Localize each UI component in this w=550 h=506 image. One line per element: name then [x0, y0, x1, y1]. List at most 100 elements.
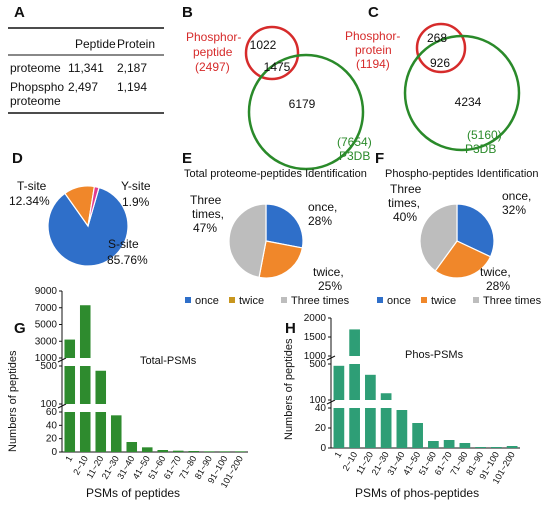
y-tick-label: 5000 — [35, 320, 58, 331]
pie-e — [228, 203, 304, 279]
bar-1 — [64, 412, 76, 452]
bar-chart-h: 0204010050010001500200012~1011~2021~3031… — [304, 313, 520, 486]
pie-e-label: 47% — [193, 221, 217, 235]
y-tick-label: 60 — [46, 407, 58, 418]
table-row-label: proteome — [10, 61, 61, 75]
pie-e-label: once, — [308, 200, 337, 214]
axis-break-mark — [57, 403, 67, 409]
pie-slice-y-site — [87, 185, 100, 227]
venn-c-left-only: 268 — [427, 31, 447, 45]
panel-label-b: B — [182, 4, 193, 21]
legend-label: Three times — [291, 295, 350, 307]
bar-31-40 — [396, 410, 408, 448]
bar-h-ylabel: Numbers of peptides — [283, 338, 295, 440]
table-header-peptide: Peptide — [75, 37, 116, 51]
bar-2-10 — [349, 364, 360, 400]
venn-c-left-circle — [415, 22, 467, 74]
pie-slice-twice — [434, 240, 492, 279]
venn-b-right-only: 6179 — [289, 97, 316, 111]
legend-swatch — [473, 297, 479, 303]
venn-b-left-only: 1022 — [250, 38, 277, 52]
y-tick-label: 7000 — [35, 303, 58, 314]
bar-91-100 — [491, 447, 502, 448]
venn-c-left-label: protein — [355, 43, 392, 57]
venn-b-right-count: (7654) — [337, 135, 372, 149]
bar-21-30 — [380, 393, 392, 400]
legend-swatch — [185, 297, 191, 303]
bar-11-20 — [365, 408, 376, 448]
bar-1 — [64, 366, 76, 404]
venn-c-right-label: P3DB — [465, 142, 496, 156]
pie-f-legend: once twice Three times — [377, 295, 542, 307]
axis-break-mark — [57, 357, 67, 363]
bar-h-xlabel: PSMs of phos-peptides — [355, 486, 479, 500]
y-tick-label: 20 — [315, 423, 327, 434]
panel-label-a: A — [14, 4, 25, 21]
venn-b-left-label: peptide — [193, 45, 233, 59]
bar-1 — [64, 339, 76, 358]
y-tick-label: 9000 — [35, 286, 58, 297]
venn-c-overlap: 926 — [430, 56, 450, 70]
pie-f — [419, 203, 495, 279]
pie-e-legend: once twice Three times — [185, 295, 350, 307]
bar-2-10 — [79, 305, 91, 358]
bar-61-70 — [172, 450, 184, 452]
panel-label-f: F — [375, 150, 384, 167]
pie-f-label: twice, — [480, 265, 511, 279]
y-tick-label: 0 — [320, 443, 326, 454]
table-row-label: Phopspho — [10, 80, 64, 94]
pie-e-title: Total proteome-peptides Identification — [184, 168, 367, 180]
bar-71-80 — [188, 451, 200, 452]
pie-d — [47, 185, 129, 267]
pie-e-label: Three — [190, 193, 222, 207]
pie-e-label: 28% — [308, 214, 332, 228]
y-tick-label: 0 — [51, 447, 57, 458]
bar-101-200 — [506, 446, 518, 448]
y-tick-label: 40 — [46, 420, 58, 431]
pie-e-label: twice, — [313, 265, 344, 279]
pie-f-label: 28% — [486, 279, 510, 293]
bar-11-20 — [365, 374, 376, 400]
venn-c-left-count: (1194) — [356, 57, 390, 71]
pie-f-label: once, — [502, 189, 531, 203]
legend-swatch — [421, 297, 427, 303]
panel-label-h: H — [285, 320, 296, 337]
pie-d-label: 85.76% — [107, 253, 148, 267]
bar-21-30 — [110, 415, 122, 452]
legend-label: once — [387, 295, 411, 307]
panel-label-e: E — [182, 150, 192, 167]
venn-c-left-label: Phosphor- — [345, 29, 400, 43]
table-cell: 2,187 — [117, 61, 147, 75]
venn-c-right-circle — [403, 34, 521, 152]
venn-c-right-count: (5160) — [467, 128, 502, 142]
legend-label: twice — [431, 295, 456, 307]
bar-2-10 — [349, 329, 360, 356]
bar-31-40 — [126, 442, 138, 452]
pie-e-label: times, — [192, 207, 224, 221]
y-tick-label: 100 — [40, 399, 57, 410]
bar-2-10 — [349, 408, 360, 448]
x-tick-label: 1 — [332, 450, 343, 459]
pie-d-label: 12.34% — [9, 194, 50, 208]
x-tick-label: 1 — [63, 454, 74, 463]
pie-slice-twice — [258, 240, 304, 279]
bar-g-title: Total-PSMs — [140, 355, 197, 367]
bar-91-100 — [219, 451, 231, 452]
table-cell: 1,194 — [117, 80, 147, 94]
venn-b-right-circle — [247, 53, 365, 171]
y-tick-label: 2000 — [304, 313, 327, 324]
pie-f-label: times, — [388, 196, 420, 210]
bar-81-90 — [475, 447, 486, 448]
legend-swatch — [229, 297, 235, 303]
table-cell: 2,497 — [68, 80, 98, 94]
y-tick-label: 500 — [40, 361, 57, 372]
panel-label-d: D — [12, 150, 23, 167]
pie-slice-three-times — [419, 203, 458, 272]
bar-41-50 — [141, 447, 153, 452]
venn-b-overlap: 1475 — [264, 60, 291, 74]
y-tick-label: 1500 — [304, 332, 327, 343]
pie-slice-once — [456, 203, 495, 258]
axis-break-mark — [326, 355, 336, 361]
